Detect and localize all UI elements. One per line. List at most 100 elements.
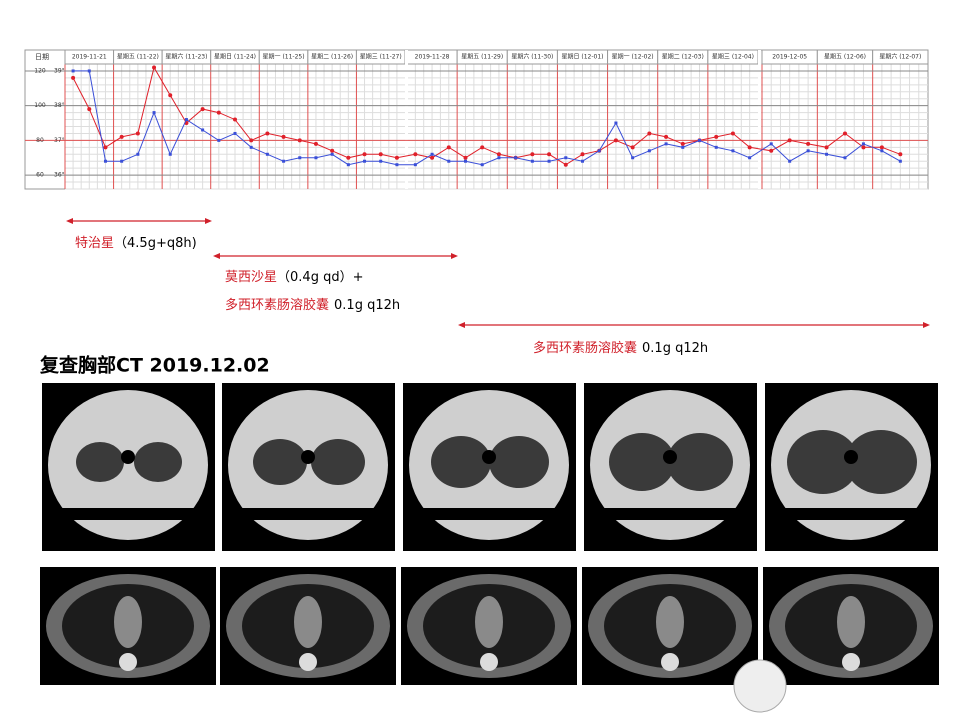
point [168, 93, 173, 98]
dose: （4.5g+q8h) [114, 236, 197, 251]
point [898, 159, 902, 163]
ct-mediastinum [114, 596, 142, 648]
regimen-2: 莫西沙星（0.4g qd）+ [225, 270, 363, 285]
point [747, 145, 752, 150]
ct-spine [299, 653, 317, 671]
point [861, 145, 866, 150]
point [152, 111, 156, 115]
point [731, 149, 735, 153]
ct-lung [253, 439, 307, 485]
ct-lung [845, 430, 917, 494]
point [581, 159, 584, 163]
ct-lung [489, 436, 549, 488]
point [136, 152, 140, 156]
section-gap [758, 50, 761, 189]
column-label: 2019-11-21 [72, 54, 107, 61]
y2-tick-label: 120 [34, 67, 46, 74]
point [861, 142, 865, 146]
point [463, 155, 468, 160]
point [879, 145, 884, 150]
ct-lung [787, 430, 859, 494]
point [748, 156, 752, 160]
column-label: 星期二 (11-26) [311, 53, 353, 61]
point [103, 159, 107, 163]
column-label: 星期二 (12-03) [662, 53, 704, 61]
ct-table [230, 508, 387, 520]
point [265, 131, 270, 136]
ct-lung [667, 433, 733, 491]
point [843, 131, 847, 136]
point [87, 69, 91, 73]
point [664, 134, 669, 139]
column-label: 星期六 (11-30) [511, 53, 553, 61]
ct-lung [431, 436, 491, 488]
point [298, 156, 302, 160]
ct-mediastinum [656, 596, 684, 648]
point [168, 152, 172, 156]
ct-trachea [663, 450, 677, 464]
column-label: 2019-12-05 [772, 54, 807, 61]
ct-table [773, 508, 930, 520]
point [430, 152, 434, 156]
y2-tick-label: 100 [34, 102, 46, 109]
point [564, 156, 568, 160]
y-tick-label: 37° [54, 137, 65, 144]
point [413, 163, 417, 167]
point [216, 110, 221, 115]
point [282, 159, 286, 163]
logo [733, 659, 787, 713]
point [880, 149, 884, 153]
point [265, 152, 269, 156]
point [787, 138, 792, 143]
drug: 特治星 [75, 236, 114, 251]
point [647, 149, 651, 153]
column-label: 星期六 (12-07) [879, 53, 921, 61]
point [330, 148, 335, 153]
point [530, 152, 535, 157]
point [898, 152, 903, 157]
ct-mediastinum [475, 596, 503, 648]
ct-mediastinum [294, 596, 322, 648]
ct-trachea [844, 450, 858, 464]
point [714, 134, 719, 139]
point [480, 163, 484, 167]
ct-spine [842, 653, 860, 671]
y2-tick-label: 60 [36, 172, 44, 179]
point [806, 141, 811, 146]
ct-title: 复查胸部CT 2019.12.02 [39, 354, 270, 377]
series-line [72, 66, 901, 166]
point [103, 145, 108, 150]
point [413, 152, 418, 157]
ct-table [592, 508, 749, 520]
column-label: 星期五 (12-06) [824, 53, 866, 61]
column-label: 星期三 (12-04) [712, 53, 754, 61]
point [233, 131, 237, 135]
point [698, 138, 701, 142]
column-label: 星期一 (11-25) [263, 53, 305, 61]
drug: 多西环素肠溶胶囊 [225, 297, 329, 313]
point [217, 138, 221, 142]
point [647, 131, 652, 136]
point [184, 118, 188, 122]
point [730, 131, 735, 136]
column-label: 星期日 (11-24) [214, 53, 256, 61]
ct-spine [119, 653, 137, 671]
point [378, 152, 383, 157]
ct-trachea [121, 450, 135, 464]
point [630, 145, 635, 150]
point [152, 65, 157, 70]
point [71, 75, 76, 80]
regimen-3: 多西环素肠溶胶囊 0.1g q12h [533, 340, 708, 356]
point [297, 138, 302, 143]
point [135, 131, 140, 136]
section-gap [405, 50, 408, 189]
point [233, 117, 237, 122]
point [788, 159, 792, 163]
column-label: 星期六 (11-23) [165, 53, 207, 61]
date-label: 日期 [35, 53, 49, 61]
point [447, 159, 451, 163]
regimen-1: 特治星（4.5g+q8h) [75, 236, 197, 251]
point [379, 159, 383, 163]
